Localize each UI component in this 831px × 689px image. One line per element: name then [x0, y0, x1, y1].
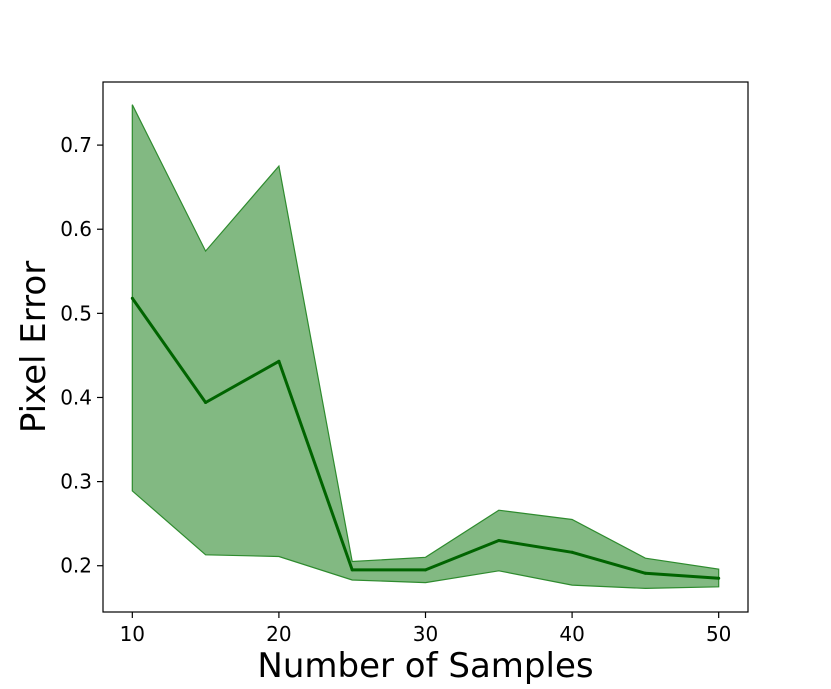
x-axis: 10 20 30 40 50	[120, 612, 731, 646]
y-tick-label: 0.6	[60, 217, 92, 241]
data-point	[350, 568, 354, 572]
y-axis: 0.2 0.3 0.4 0.5 0.6 0.7	[60, 133, 103, 578]
data-point	[130, 296, 134, 300]
x-tick-label: 10	[120, 622, 145, 646]
data-point	[204, 401, 208, 404]
x-tick-label: 30	[413, 622, 438, 646]
x-tick-label: 20	[266, 622, 291, 646]
y-tick-label: 0.7	[60, 133, 92, 157]
data-point	[424, 568, 427, 572]
data-point	[643, 571, 647, 575]
x-tick-label: 40	[559, 622, 584, 646]
y-tick-label: 0.3	[60, 470, 92, 494]
plot-area	[130, 104, 721, 590]
data-point	[497, 539, 501, 542]
y-tick-label: 0.4	[60, 385, 92, 409]
error-band	[131, 104, 720, 590]
data-point	[717, 576, 721, 580]
x-tick-label: 50	[706, 622, 731, 646]
data-point	[277, 359, 281, 363]
y-tick-label: 0.5	[60, 301, 92, 325]
data-point	[570, 550, 574, 554]
y-axis-title: Pixel Error	[14, 261, 54, 433]
y-tick-label: 0.2	[60, 554, 92, 578]
x-axis-title: Number of Samples	[257, 646, 593, 686]
